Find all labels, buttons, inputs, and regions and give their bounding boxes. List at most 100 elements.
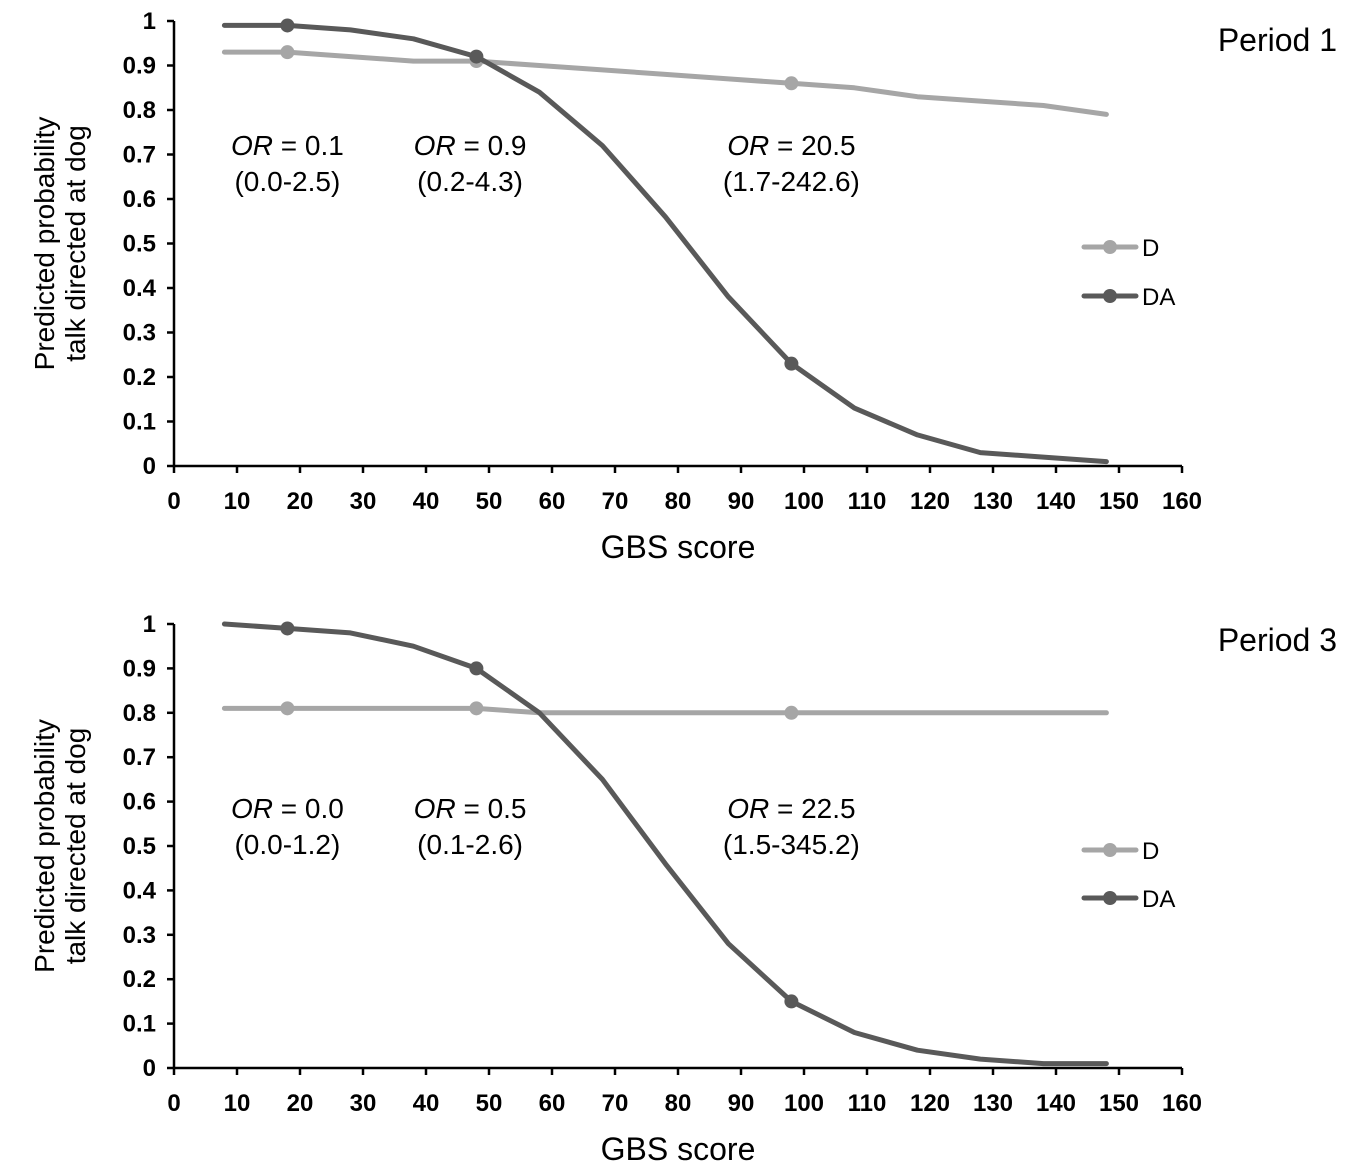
y-axis-title-line: talk directed at dog: [60, 728, 91, 965]
y-tick-label: 0.3: [123, 320, 156, 347]
y-tick-label: 0.6: [123, 789, 156, 816]
y-tick-label: 0.3: [123, 922, 156, 949]
data-point-D: [280, 701, 295, 716]
legend-marker-D: [1103, 843, 1117, 857]
or-annotation: OR = 0.9: [414, 130, 527, 161]
or-annotation-value: = 0.5: [456, 793, 527, 824]
x-tick-label: 10: [224, 488, 251, 515]
y-tick-label: 0.5: [123, 231, 156, 258]
or-annotation-italic: OR: [414, 793, 456, 824]
data-point-DA: [469, 661, 484, 676]
panel-label: Period 3: [1218, 622, 1337, 658]
y-axis-title: Predicted probabilitytalk directed at do…: [29, 117, 91, 371]
legend-label-DA: DA: [1142, 284, 1175, 311]
or-annotation-value: = 0.9: [456, 130, 527, 161]
data-point-D: [784, 705, 799, 720]
x-tick-label: 120: [910, 1090, 950, 1117]
x-tick-label: 50: [476, 1090, 503, 1117]
chart-panel-2: 00.10.20.30.40.50.60.70.80.910 10 20 30 40 50…: [29, 611, 1337, 1164]
or-annotation-value: = 22.5: [769, 793, 855, 824]
x-tick-label: 30: [350, 488, 377, 515]
series-line-DA: [221, 621, 1109, 1067]
or-annotation-ci: (1.5-345.2): [723, 829, 860, 860]
legend-marker-DA: [1103, 891, 1117, 905]
or-annotation: OR = 0.5: [414, 793, 527, 824]
x-tick-label: 90: [728, 1090, 755, 1117]
or-annotation-ci: (0.0-1.2): [234, 829, 340, 860]
x-tick-label: 20: [287, 1090, 314, 1117]
x-tick-label: 150: [1099, 488, 1139, 515]
data-point-D: [280, 45, 295, 60]
x-tick-label: 90: [728, 488, 755, 515]
x-tick-label: 160: [1162, 1090, 1202, 1117]
y-tick-label: 0: [143, 1055, 156, 1082]
x-tick-label: 160: [1162, 488, 1202, 515]
or-annotation-italic: OR: [727, 130, 769, 161]
x-tick-label: 60: [539, 1090, 566, 1117]
data-point-DA: [784, 356, 799, 371]
x-tick-label: 0: [167, 1090, 180, 1117]
or-annotation-italic: OR: [231, 793, 273, 824]
y-tick-label: 0.8: [123, 97, 156, 124]
y-tick-label: 0.9: [123, 655, 156, 682]
x-tick-label: 70: [602, 488, 629, 515]
data-point-D: [469, 701, 484, 716]
x-tick-label: 100: [784, 488, 824, 515]
or-annotation-ci: (0.2-4.3): [417, 166, 523, 197]
data-point-DA: [280, 621, 295, 636]
data-point-DA: [469, 49, 484, 64]
x-tick-label: 40: [413, 1090, 440, 1117]
x-tick-label: 40: [413, 488, 440, 515]
x-tick-label: 10: [224, 1090, 251, 1117]
x-tick-label: 110: [848, 1090, 887, 1117]
x-axis-title: GBS score: [601, 529, 756, 565]
or-annotation-value: = 20.5: [769, 130, 855, 161]
series-line-D: [221, 705, 1109, 716]
or-annotation-italic: OR: [231, 130, 273, 161]
y-tick-label: 0.2: [123, 364, 156, 391]
or-annotation-value: = 0.1: [273, 130, 344, 161]
x-tick-label: 70: [602, 1090, 629, 1117]
or-annotation: OR = 0.1: [231, 130, 344, 161]
or-annotation: OR = 0.0: [231, 793, 344, 824]
or-annotation-ci: (0.0-2.5): [234, 166, 340, 197]
x-tick-label: 80: [665, 488, 692, 515]
y-tick-label: 0.7: [123, 744, 156, 771]
y-axis-title-line: talk directed at dog: [60, 125, 91, 362]
chart-panel-1: 00.10.20.30.40.50.60.70.80.910 10 20 30 40 50…: [29, 8, 1337, 565]
y-tick-label: 1: [143, 8, 156, 35]
x-tick-label: 0: [167, 488, 180, 515]
or-annotation-value: = 0.0: [273, 793, 344, 824]
x-tick-label: 50: [476, 488, 503, 515]
legend-label-D: D: [1142, 838, 1159, 865]
legend-label-DA: DA: [1142, 886, 1175, 913]
y-tick-label: 0.8: [123, 700, 156, 727]
x-tick-label: 110: [848, 488, 887, 515]
x-tick-label: 80: [665, 1090, 692, 1117]
y-tick-label: 1: [143, 611, 156, 638]
x-tick-label: 100: [784, 1090, 824, 1117]
x-tick-label: 140: [1036, 488, 1076, 515]
data-point-DA: [280, 18, 295, 33]
x-tick-label: 130: [973, 1090, 1013, 1117]
or-annotation-ci: (0.1-2.6): [417, 829, 523, 860]
data-point-DA: [784, 994, 799, 1009]
y-axis-title-line: Predicted probability: [29, 719, 60, 973]
or-annotation: OR = 20.5: [727, 130, 855, 161]
panel-label: Period 1: [1218, 22, 1337, 58]
y-tick-label: 0.4: [123, 877, 157, 904]
y-tick-label: 0.5: [123, 833, 156, 860]
legend-label-D: D: [1142, 235, 1159, 262]
x-tick-label: 150: [1099, 1090, 1139, 1117]
y-tick-label: 0.4: [123, 275, 157, 302]
y-tick-label: 0.2: [123, 966, 156, 993]
legend-marker-D: [1103, 240, 1117, 254]
x-tick-label: 120: [910, 488, 950, 515]
x-tick-label: 130: [973, 488, 1013, 515]
x-tick-label: 20: [287, 488, 314, 515]
or-annotation: OR = 22.5: [727, 793, 855, 824]
y-axis-title: Predicted probabilitytalk directed at do…: [29, 719, 91, 973]
x-tick-label: 60: [539, 488, 566, 515]
y-tick-label: 0.1: [123, 409, 156, 436]
